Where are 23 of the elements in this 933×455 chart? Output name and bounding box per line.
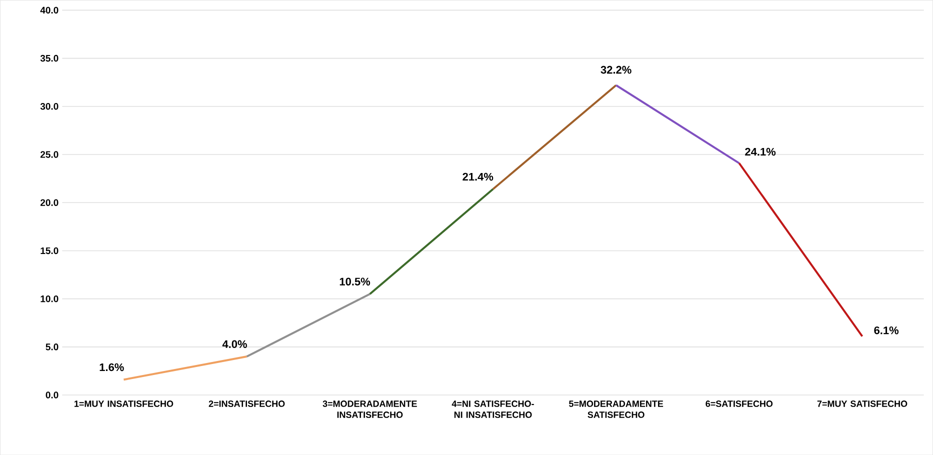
y-tick-label: 40.0	[40, 6, 58, 14]
text: 1.6%	[100, 363, 124, 372]
text: 21.4%	[462, 172, 494, 181]
x-tick-label: 7=MUY SATISFECHO	[817, 400, 908, 407]
x-tick-label: 4=NI SATISFECHO-NI INSATISFECHO	[452, 400, 534, 418]
text: 6.1%	[874, 326, 899, 334]
x-tick-label: 3=MODERADAMENTE INSATISFECHO	[322, 400, 417, 418]
text: 24.1%	[745, 148, 776, 156]
y-tick-label: 15.0	[40, 247, 58, 254]
y-tick-label: 35.0	[40, 54, 58, 62]
y-tick-label: 30.0	[40, 102, 58, 110]
text: 32.2%	[600, 66, 632, 74]
x-tick-label: 6=SATISFECHO	[706, 400, 773, 407]
y-tick-label: 20.0	[40, 199, 58, 206]
y-tick-label: 25.0	[40, 151, 58, 158]
y-tick-label: 5.0	[46, 343, 58, 350]
x-tick-label: 1=MUY INSATISFECHO	[74, 400, 174, 407]
text: 10.5%	[340, 278, 370, 286]
y-tick-label: 10.0	[40, 295, 58, 302]
x-tick-label: 2=INSATISFECHO	[208, 400, 285, 407]
x-tick-label: 5=MODERADAMENTE SATISFECHO	[569, 400, 664, 418]
y-tick-label: 0.0	[46, 392, 58, 398]
text: 4.0%	[222, 340, 247, 348]
